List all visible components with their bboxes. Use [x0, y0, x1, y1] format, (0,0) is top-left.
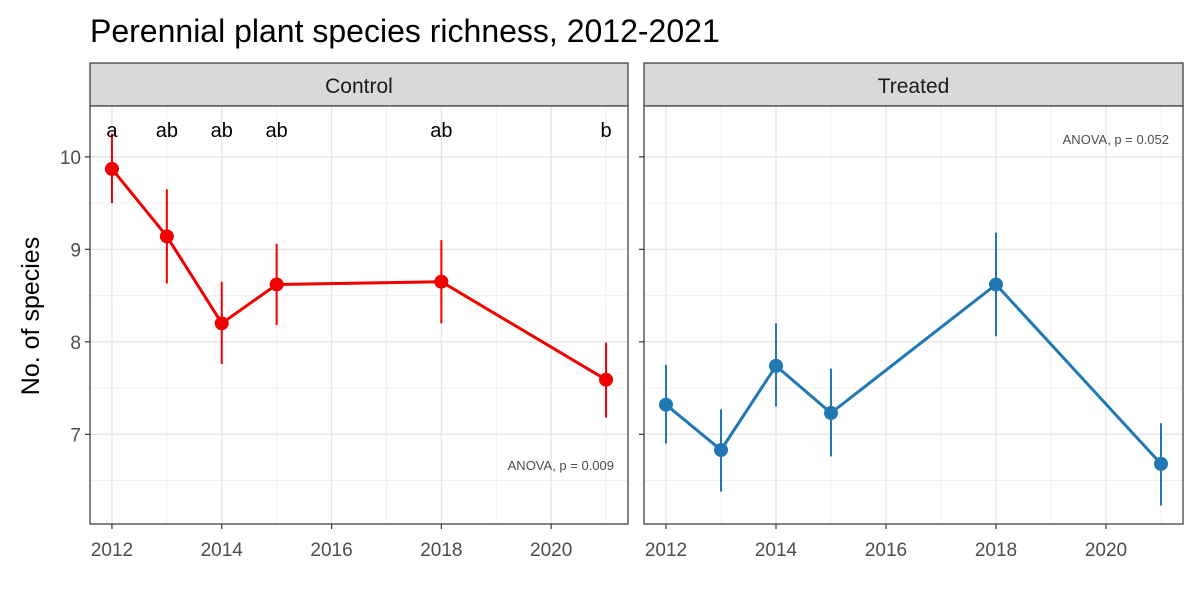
x-tick-label-control: 2014 [201, 540, 244, 561]
x-tick-label-treated: 2014 [755, 540, 798, 561]
panel-border-control [89, 105, 629, 525]
plot-background-control [90, 106, 628, 524]
data-point-treated-2015 [824, 406, 838, 421]
x-tick-label-control: 2012 [91, 540, 133, 561]
significance-letter-2021: b [600, 120, 611, 142]
strip-control [89, 62, 629, 107]
data-point-treated-2018 [989, 277, 1003, 292]
significance-letter-2013: ab [156, 120, 178, 142]
panel-treated: Treated ANOVA, p = 0.052 2012 2014 2016 2018 2… [639, 62, 1184, 561]
data-point-treated-2013 [714, 443, 728, 458]
x-tick-label-control: 2016 [310, 540, 352, 561]
chart-title: Perennial plant species richness, 2012-2… [90, 13, 720, 49]
data-point-control-2021 [599, 372, 614, 387]
plot-background-treated [644, 106, 1183, 524]
x-tick-label-treated: 2020 [1085, 540, 1127, 561]
series-line-treated [665, 283, 1163, 465]
data-point-treated-2012 [659, 397, 673, 412]
data-point-control-2014 [214, 316, 229, 331]
significance-letter-2018: ab [430, 120, 452, 142]
x-tick-label-treated: 2018 [975, 540, 1017, 561]
x-tick-label-control: 2020 [530, 540, 572, 561]
y-axis-title: No. of species [17, 237, 45, 395]
strip-label-treated: Treated [878, 75, 950, 98]
significance-letter-2012: a [106, 120, 118, 142]
y-tick-label: 9 [70, 240, 81, 261]
anova-annotation-treated: ANOVA, p = 0.052 [1063, 132, 1169, 147]
y-tick-label: 10 [60, 148, 81, 169]
panel-border-treated [643, 105, 1184, 525]
x-tick-label-control: 2018 [420, 540, 462, 561]
data-point-treated-2014 [769, 358, 783, 373]
series-line-control [110, 167, 607, 381]
y-tick-label: 7 [70, 425, 81, 446]
data-point-control-2015 [269, 277, 284, 292]
x-tick-label-treated: 2016 [865, 540, 907, 561]
panel-control: Control a ab ab ab ab b ANOVA, p = 0.009 2012 201… [60, 62, 629, 561]
data-point-treated-2021 [1154, 456, 1168, 471]
panels: Control a ab ab ab ab b ANOVA, p = 0.009 2012 201… [60, 62, 1184, 561]
strip-label-control: Control [325, 75, 393, 98]
data-point-control-2018 [434, 274, 449, 289]
data-point-control-2012 [104, 161, 119, 176]
x-tick-label-treated: 2012 [645, 540, 687, 561]
data-point-control-2013 [159, 229, 174, 244]
significance-letter-2014: ab [211, 120, 233, 142]
y-tick-label: 8 [70, 333, 81, 354]
significance-letter-2015: ab [266, 120, 288, 142]
anova-annotation-control: ANOVA, p = 0.009 [508, 458, 614, 473]
